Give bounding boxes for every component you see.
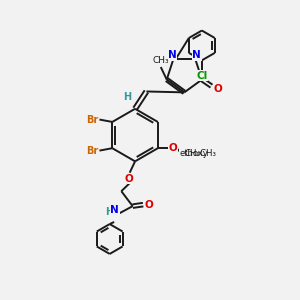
Text: O: O xyxy=(145,200,154,210)
Text: H: H xyxy=(105,207,113,217)
Text: CH₂CH₃: CH₂CH₃ xyxy=(184,149,216,158)
Text: O: O xyxy=(124,174,133,184)
Text: Br: Br xyxy=(86,115,98,124)
Text: Br: Br xyxy=(86,146,98,156)
Text: N: N xyxy=(192,50,201,60)
Text: CH₃: CH₃ xyxy=(152,56,169,65)
Text: ethoxy: ethoxy xyxy=(180,149,208,158)
Text: Cl: Cl xyxy=(196,71,208,81)
Text: H: H xyxy=(123,92,131,102)
Text: O: O xyxy=(213,83,222,94)
Text: N: N xyxy=(168,50,176,60)
Text: N: N xyxy=(110,205,119,215)
Text: O: O xyxy=(169,143,177,153)
